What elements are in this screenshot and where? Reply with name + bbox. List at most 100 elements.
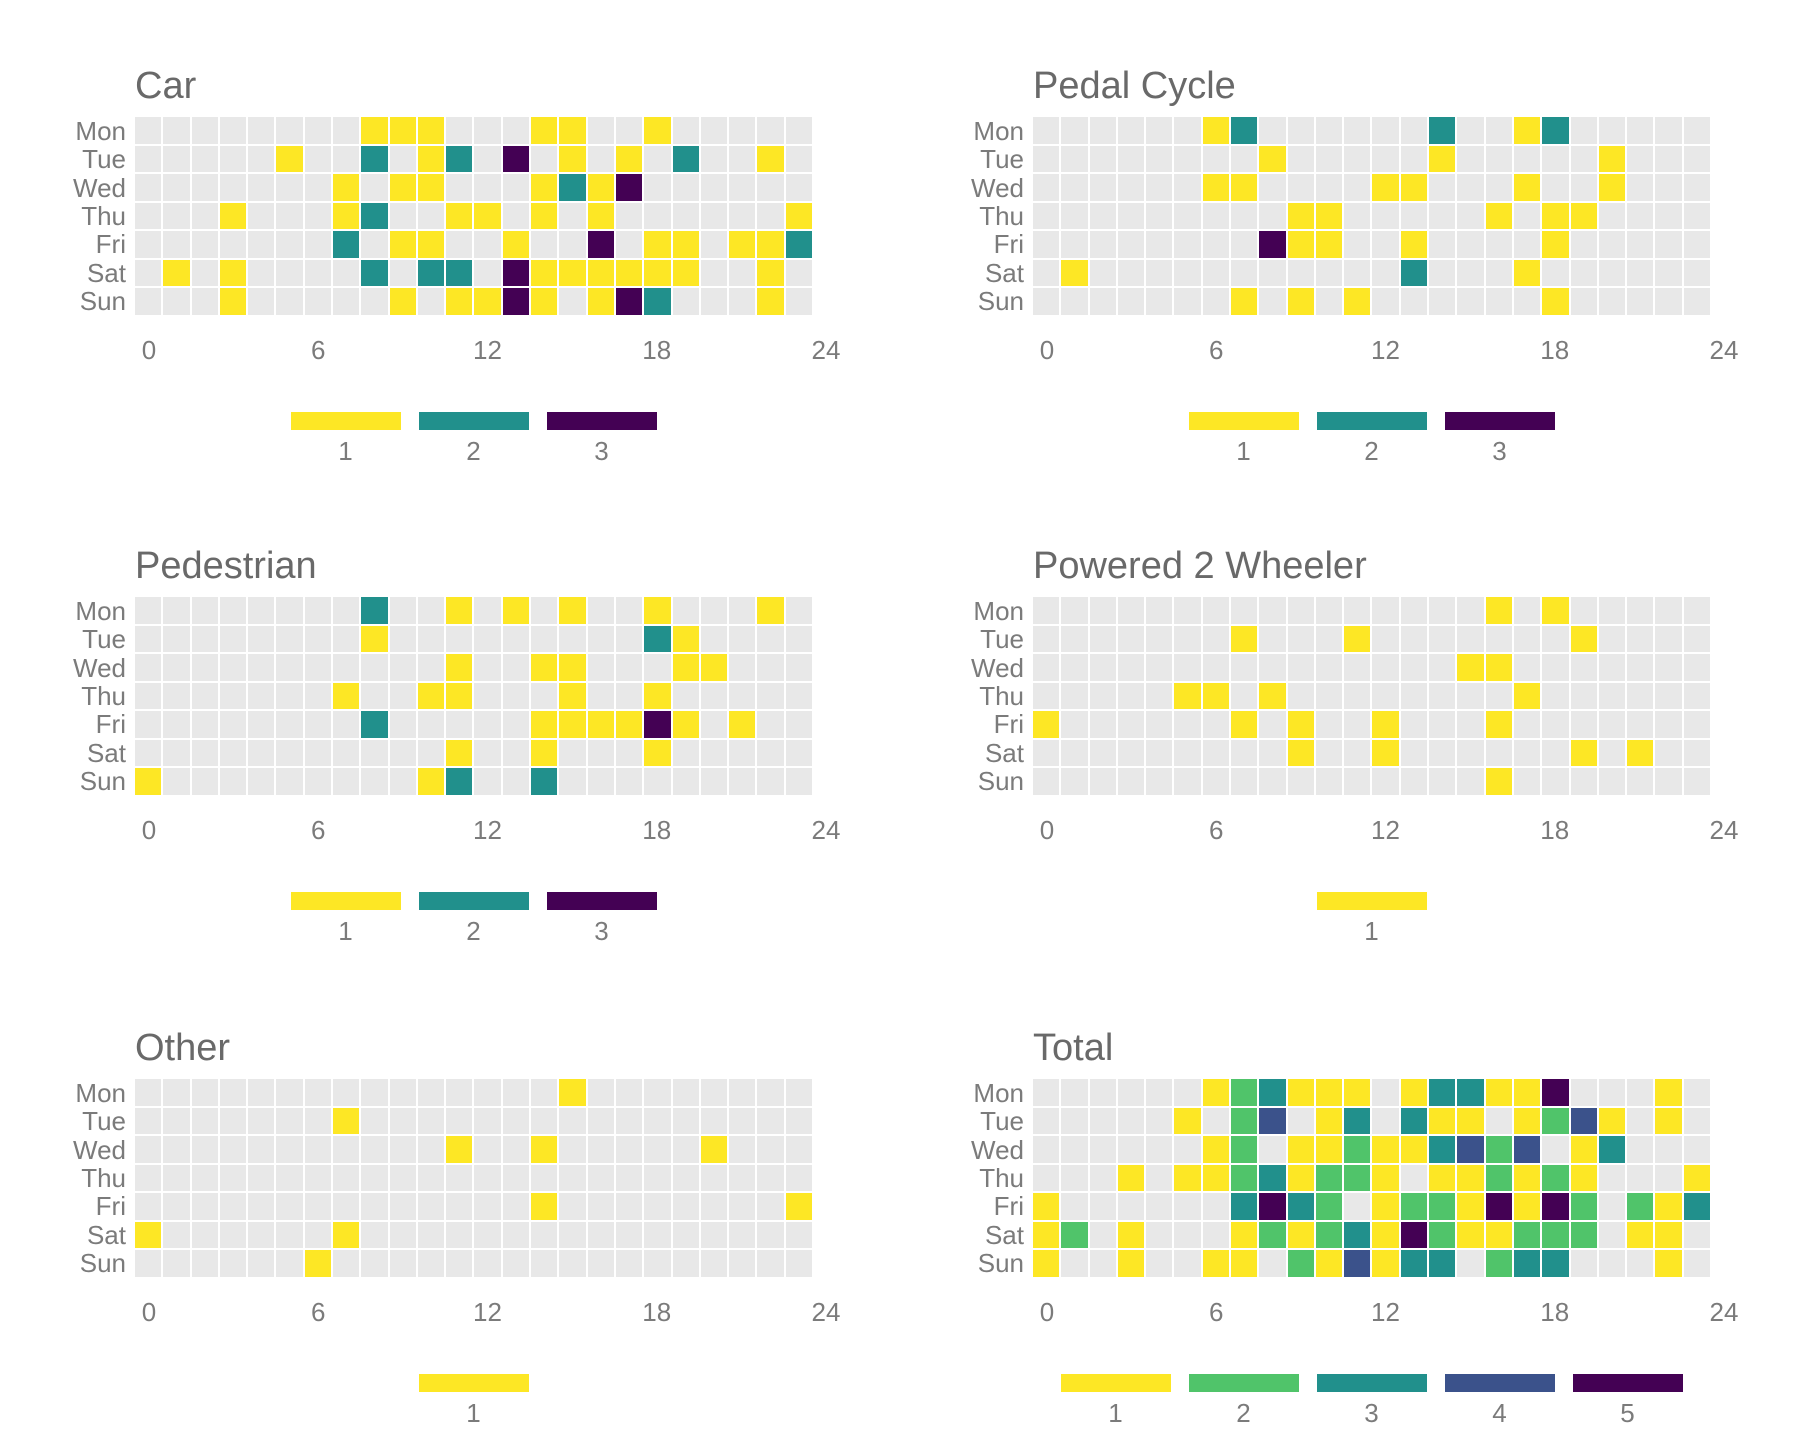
heatmap-cell [1570,739,1597,767]
heatmap-cell [446,1079,473,1106]
heatmap-cell [135,625,162,653]
heatmap-cell [163,1250,190,1277]
legend-item-5: 5 [1572,1374,1683,1426]
heatmap-cell [757,711,784,738]
heatmap-cell [276,231,303,258]
heatmap-cell [1231,145,1258,173]
heatmap-cell [1542,231,1569,258]
y-axis-label-sat: Sat [984,257,1024,288]
heatmap-cell [1485,231,1512,258]
heatmap-cell [474,1164,501,1192]
heatmap-cell [1089,768,1116,795]
heatmap-cell [389,1164,416,1192]
heatmap-cell [1570,597,1597,624]
heatmap-cell [1683,1079,1710,1106]
y-axis-label-sat: Sat [86,257,126,288]
heatmap-cell [276,1136,303,1163]
y-axis-label-mon: Mon [75,596,126,627]
legend-label: 3 [594,916,609,946]
heatmap-cell [729,682,756,710]
heatmap-cell [785,1164,812,1192]
heatmap-cell [1513,259,1541,287]
heatmap-cell [1061,711,1088,738]
heatmap-grid [1033,117,1710,315]
heatmap-cell [248,174,275,201]
heatmap-cell [1457,711,1484,738]
heatmap-cell [531,288,558,315]
heatmap-cell [446,654,473,681]
heatmap-cell [1683,117,1710,144]
heatmap-cell [191,1193,218,1220]
heatmap-cell [1259,1079,1286,1106]
heatmap-cell [333,739,360,767]
y-axis-label-wed: Wed [971,652,1024,683]
heatmap-cell [1457,625,1484,653]
legend-swatch-2 [418,892,529,910]
heatmap-cell [1089,739,1116,767]
heatmap-cell [785,1107,812,1135]
heatmap-cell [1429,117,1456,144]
heatmap-cell [1683,288,1710,315]
heatmap-cell [1315,711,1343,738]
heatmap-cell [1598,739,1626,767]
heatmap-cell [474,145,501,173]
heatmap-cell [361,1250,388,1277]
heatmap-cell [587,145,614,173]
heatmap-cell [1513,739,1541,767]
heatmap-cell [502,1079,530,1106]
heatmap-cell [1513,682,1541,710]
heatmap-cell [1570,288,1597,315]
legend: 1 [1033,892,1710,944]
heatmap-cell [333,231,360,258]
heatmap-cell [757,1107,784,1135]
heatmap-cell [389,1193,416,1220]
heatmap-cell [531,682,558,710]
heatmap-grid [1033,597,1710,795]
heatmap-cell [135,1193,162,1220]
heatmap-cell [1372,1136,1399,1163]
y-axis-label-wed: Wed [73,172,126,203]
heatmap-cell [276,1193,303,1220]
heatmap-cell [1542,739,1569,767]
heatmap-cell [1372,1193,1399,1220]
heatmap-cell [1202,1164,1230,1192]
heatmap-cell [1259,117,1286,144]
heatmap-cell [1174,1250,1201,1277]
heatmap-cell [1513,117,1541,144]
heatmap-cell [1231,654,1258,681]
heatmap-cell [276,174,303,201]
heatmap-cell [1259,174,1286,201]
heatmap-cell [700,231,728,258]
heatmap-cell [361,231,388,258]
y-axis: Mon Tue Wed Thu Fri Sat Sun [60,117,126,315]
heatmap-cell [502,1250,530,1277]
legend-item-1: 1 [1188,412,1299,464]
heatmap-cell [333,597,360,624]
heatmap-cell [1598,711,1626,738]
heatmap-cell [135,202,162,230]
heatmap-cell [1089,682,1116,710]
heatmap-cell [1117,231,1145,258]
heatmap-cell [729,1164,756,1192]
heatmap-cell [1146,1221,1173,1249]
heatmap-cell [729,625,756,653]
x-axis-tick: 12 [473,1297,502,1327]
y-axis-label-thu: Thu [81,200,126,231]
legend-swatch-2 [1316,412,1427,430]
heatmap-cell [1287,288,1314,315]
x-axis-tick: 18 [642,1297,672,1327]
y-axis-label-thu: Thu [81,680,126,711]
heatmap-cell [615,1136,643,1163]
heatmap-cell [1117,1250,1145,1277]
heatmap-cell [1683,625,1710,653]
heatmap-cell [1259,288,1286,315]
heatmap-cell [559,231,586,258]
heatmap-cell [1683,739,1710,767]
heatmap-cell [417,1107,445,1135]
heatmap-cell [1344,174,1371,201]
heatmap-cell [531,1193,558,1220]
heatmap-cell [587,739,614,767]
y-axis: Mon Tue Wed Thu Fri Sat Sun [60,597,126,795]
heatmap-cell [446,288,473,315]
heatmap-cell [417,1221,445,1249]
